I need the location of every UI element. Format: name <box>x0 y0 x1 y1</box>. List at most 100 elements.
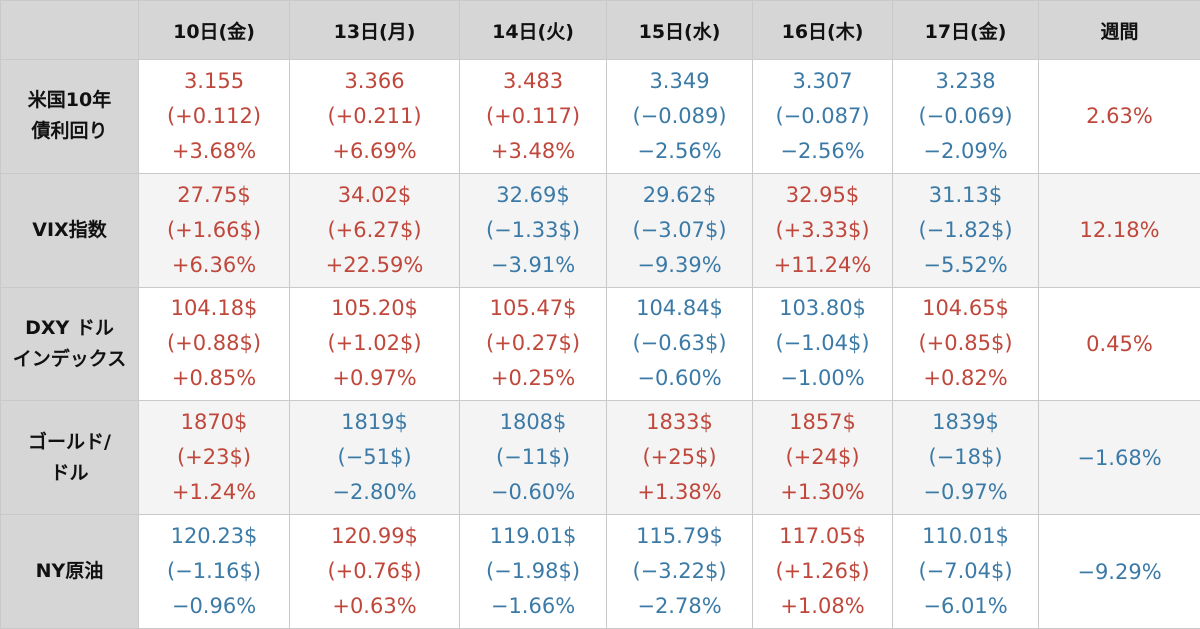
cell-value: 1870$ <box>139 405 289 440</box>
cell-change: (+0.27$) <box>460 326 606 361</box>
column-header-weekly: 週間 <box>1039 1 1200 60</box>
data-cell: 120.23$(−1.16$)−0.96% <box>139 515 290 629</box>
weekly-change-cell: 0.45% <box>1039 287 1200 401</box>
row-label-line: DXY ドル <box>1 313 138 344</box>
cell-percent: +6.69% <box>290 134 459 169</box>
cell-change: (−1.04$) <box>753 326 892 361</box>
data-cell: 1857$(+24$)+1.30% <box>753 401 893 515</box>
cell-change: (+1.66$) <box>139 213 289 248</box>
column-header: 16日(木) <box>753 1 893 60</box>
row-label-line: 債利回り <box>1 116 138 147</box>
data-cell: 3.238(−0.069)−2.09% <box>893 60 1039 174</box>
data-cell: 104.84$(−0.63$)−0.60% <box>607 287 753 401</box>
data-cell: 1839$(−18$)−0.97% <box>893 401 1039 515</box>
header-row: 10日(金) 13日(月) 14日(火) 15日(水) 16日(木) 17日(金… <box>1 1 1200 60</box>
cell-change: (−1.33$) <box>460 213 606 248</box>
cell-percent: +1.24% <box>139 475 289 510</box>
row-label-line: インデックス <box>1 344 138 375</box>
cell-percent: −2.56% <box>753 134 892 169</box>
data-cell: 110.01$(−7.04$)−6.01% <box>893 515 1039 629</box>
cell-change: (−1.98$) <box>460 554 606 589</box>
cell-percent: −5.52% <box>893 248 1038 283</box>
data-cell: 115.79$(−3.22$)−2.78% <box>607 515 753 629</box>
cell-percent: −0.97% <box>893 475 1038 510</box>
cell-value: 103.80$ <box>753 291 892 326</box>
cell-change: (−1.16$) <box>139 554 289 589</box>
cell-percent: +3.68% <box>139 134 289 169</box>
cell-value: 32.95$ <box>753 178 892 213</box>
cell-percent: −1.00% <box>753 361 892 396</box>
cell-percent: +11.24% <box>753 248 892 283</box>
cell-percent: +0.85% <box>139 361 289 396</box>
cell-change: (−7.04$) <box>893 554 1038 589</box>
cell-change: (+0.211) <box>290 99 459 134</box>
cell-percent: −2.56% <box>607 134 752 169</box>
cell-value: 105.47$ <box>460 291 606 326</box>
weekly-change-cell: 12.18% <box>1039 173 1200 287</box>
cell-value: 3.155 <box>139 64 289 99</box>
cell-value: 3.366 <box>290 64 459 99</box>
cell-value: 1833$ <box>607 405 752 440</box>
weekly-change-cell: −1.68% <box>1039 401 1200 515</box>
cell-value: 105.20$ <box>290 291 459 326</box>
data-cell: 1819$(−51$)−2.80% <box>290 401 460 515</box>
cell-percent: −0.96% <box>139 589 289 624</box>
data-cell: 105.20$(+1.02$)+0.97% <box>290 287 460 401</box>
cell-value: 32.69$ <box>460 178 606 213</box>
data-cell: 120.99$(+0.76$)+0.63% <box>290 515 460 629</box>
cell-change: (−0.63$) <box>607 326 752 361</box>
column-header: 17日(金) <box>893 1 1039 60</box>
data-cell: 27.75$(+1.66$)+6.36% <box>139 173 290 287</box>
cell-change: (−3.07$) <box>607 213 752 248</box>
cell-change: (−11$) <box>460 440 606 475</box>
cell-percent: +0.63% <box>290 589 459 624</box>
row-label-line: NY原油 <box>1 556 138 587</box>
cell-value: 120.23$ <box>139 519 289 554</box>
cell-percent: −9.39% <box>607 248 752 283</box>
cell-percent: +6.36% <box>139 248 289 283</box>
cell-value: 120.99$ <box>290 519 459 554</box>
cell-value: 115.79$ <box>607 519 752 554</box>
data-cell: 104.18$(+0.88$)+0.85% <box>139 287 290 401</box>
data-cell: 1833$(+25$)+1.38% <box>607 401 753 515</box>
row-label-line: ドル <box>1 458 138 489</box>
cell-percent: −2.80% <box>290 475 459 510</box>
data-cell: 29.62$(−3.07$)−9.39% <box>607 173 753 287</box>
cell-value: 34.02$ <box>290 178 459 213</box>
corner-cell <box>1 1 139 60</box>
data-cell: 105.47$(+0.27$)+0.25% <box>460 287 607 401</box>
weekly-change-cell: 2.63% <box>1039 60 1200 174</box>
data-cell: 3.349(−0.089)−2.56% <box>607 60 753 174</box>
cell-percent: +3.48% <box>460 134 606 169</box>
cell-percent: +1.08% <box>753 589 892 624</box>
cell-value: 27.75$ <box>139 178 289 213</box>
cell-change: (−3.22$) <box>607 554 752 589</box>
row-label-line: ゴールド/ <box>1 427 138 458</box>
cell-percent: +0.25% <box>460 361 606 396</box>
cell-change: (−0.087) <box>753 99 892 134</box>
cell-percent: −0.60% <box>607 361 752 396</box>
data-cell: 119.01$(−1.98$)−1.66% <box>460 515 607 629</box>
cell-percent: +0.97% <box>290 361 459 396</box>
cell-percent: +1.38% <box>607 475 752 510</box>
column-header: 14日(火) <box>460 1 607 60</box>
data-cell: 104.65$(+0.85$)+0.82% <box>893 287 1039 401</box>
column-header: 13日(月) <box>290 1 460 60</box>
row-label: ゴールド/ドル <box>1 401 139 515</box>
cell-value: 1808$ <box>460 405 606 440</box>
data-cell: 31.13$(−1.82$)−5.52% <box>893 173 1039 287</box>
cell-value: 3.349 <box>607 64 752 99</box>
cell-change: (+0.117) <box>460 99 606 134</box>
cell-value: 1857$ <box>753 405 892 440</box>
cell-change: (−0.069) <box>893 99 1038 134</box>
data-cell: 34.02$(+6.27$)+22.59% <box>290 173 460 287</box>
cell-value: 1839$ <box>893 405 1038 440</box>
cell-value: 117.05$ <box>753 519 892 554</box>
